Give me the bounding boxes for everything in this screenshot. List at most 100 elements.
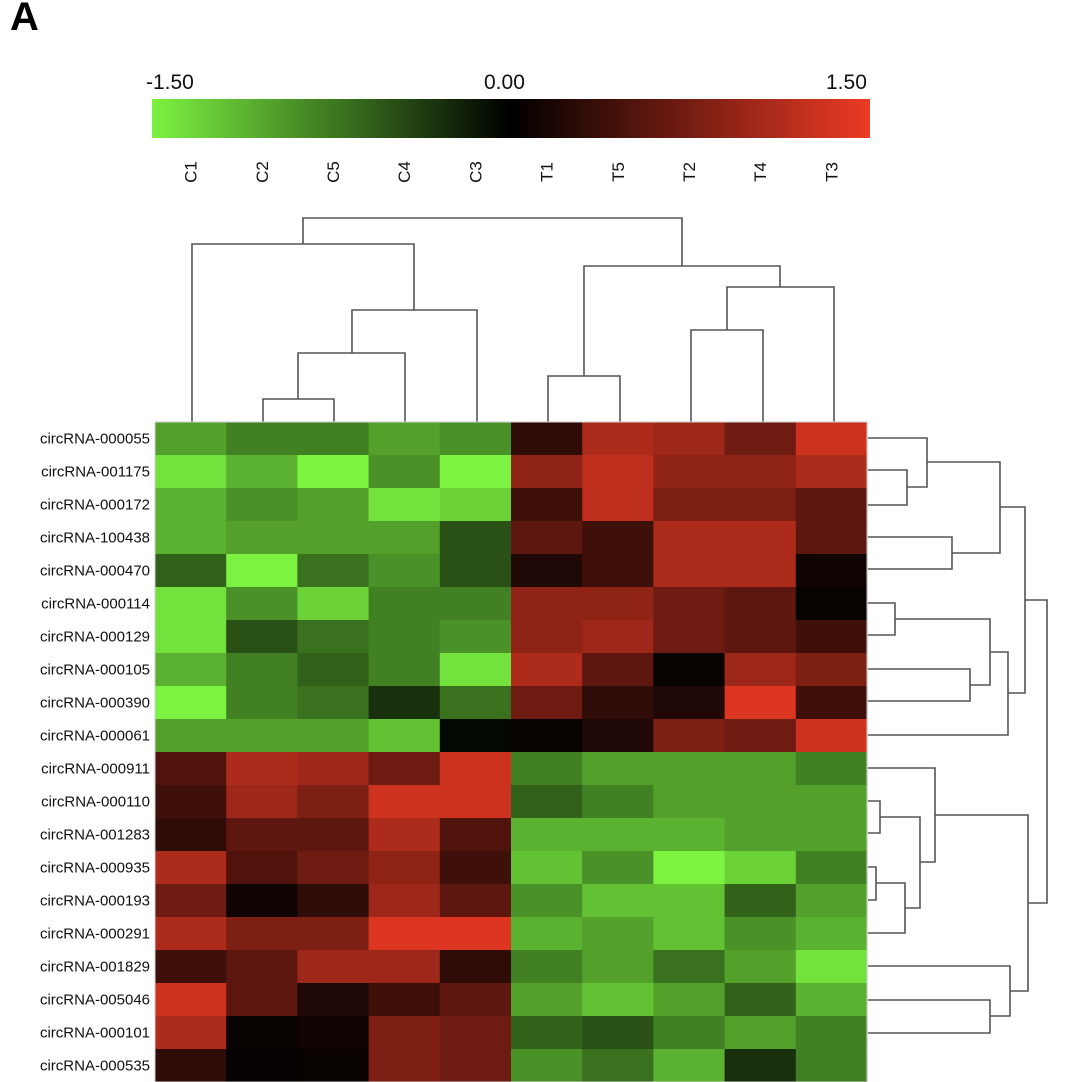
heatmap-cell: [582, 983, 654, 1017]
heatmap-cell: [368, 587, 441, 621]
column-label: T3: [822, 162, 841, 182]
heatmap-cell: [297, 455, 370, 489]
colorbar-min-label: -1.50: [146, 71, 194, 94]
col-dendrogram-t2-t4: [690, 329, 764, 422]
heatmap-cell: [653, 785, 726, 819]
row-dendrogram-a: [868, 469, 908, 506]
heatmap-cell: [511, 917, 583, 951]
heatmap-cell: [226, 1049, 298, 1082]
heatmap-cell: [155, 488, 227, 522]
heatmap-cell: [511, 488, 583, 522]
heatmap-cell: [795, 785, 868, 819]
heatmap-cell: [297, 1016, 370, 1050]
heatmap-cell: [653, 521, 726, 555]
row-label: circRNA-000061: [40, 728, 150, 745]
heatmap-cell: [795, 818, 868, 852]
heatmap-cell: [368, 851, 441, 885]
heatmap-cell: [368, 521, 441, 555]
heatmap-cell: [795, 587, 868, 621]
row-dendrogram-h: [868, 651, 1009, 736]
heatmap-cell: [155, 950, 227, 984]
colorbar: [152, 99, 870, 138]
heatmap-cell: [155, 653, 227, 687]
color-key: -1.50 0.00 1.50: [146, 71, 870, 138]
heatmap-cell: [511, 620, 583, 654]
heatmap-cell: [439, 950, 512, 984]
row-dendrogram-d: [927, 461, 1001, 554]
heatmap-cell: [155, 620, 227, 654]
heatmap-cell: [368, 1049, 441, 1082]
heatmap-cell: [439, 785, 512, 819]
heatmap-cell: [653, 884, 726, 918]
heatmap-cell: [795, 554, 868, 588]
heatmap-cell: [724, 587, 797, 621]
heatmap-cell: [155, 1049, 227, 1082]
heatmap-cell: [368, 653, 441, 687]
heatmap-cell: [582, 785, 654, 819]
heatmap-border: [154, 421, 868, 1082]
heatmap-cell: [155, 422, 227, 456]
heatmap-cell: [724, 1016, 797, 1050]
heatmap-cell: [653, 818, 726, 852]
row-label: circRNA-000193: [40, 893, 150, 910]
heatmap-cell: [439, 521, 512, 555]
heatmap-cell: [297, 620, 370, 654]
row-label: circRNA-000535: [40, 1058, 150, 1075]
heatmap-cell: [511, 422, 583, 456]
heatmap-cell: [439, 1016, 512, 1050]
heatmap-cell: [582, 455, 654, 489]
heatmap-cell: [795, 422, 868, 456]
heatmap-cell: [724, 917, 797, 951]
heatmap-cell: [155, 785, 227, 819]
row-dendrogram-n: [868, 767, 936, 863]
row-dendrogram-root: [1025, 599, 1048, 904]
heatmap-cell: [582, 917, 654, 951]
col-dendrogram-c25-c4: [297, 352, 406, 422]
heatmap-cell: [368, 554, 441, 588]
heatmap-cell: [297, 422, 370, 456]
heatmap-cell: [368, 950, 441, 984]
heatmap-cell: [226, 488, 298, 522]
row-label: circRNA-000114: [41, 596, 150, 613]
col-dendrogram-t24-t3: [726, 286, 835, 422]
heatmap-cell: [297, 686, 370, 720]
heatmap-cell: [368, 488, 441, 522]
heatmap-cell: [511, 752, 583, 786]
heatmap-cell: [368, 983, 441, 1017]
column-label: T1: [538, 162, 557, 182]
heatmap-cell: [439, 488, 512, 522]
heatmap-cell: [724, 620, 797, 654]
heatmap-cell: [155, 884, 227, 918]
heatmap-cell: [724, 521, 797, 555]
heatmap-cell: [582, 752, 654, 786]
heatmap-cell: [368, 818, 441, 852]
col-dendrogram-c254-c3: [351, 309, 478, 422]
column-label: T5: [609, 162, 628, 182]
heatmap-cell: [226, 686, 298, 720]
heatmap-cell: [439, 818, 512, 852]
heatmap-cell: [795, 686, 868, 720]
heatmap-cell: [297, 752, 370, 786]
heatmap-cell: [582, 653, 654, 687]
row-dendrogram-g: [895, 618, 991, 686]
heatmap-cell: [226, 818, 298, 852]
heatmap-cell: [724, 851, 797, 885]
heatmap-cell: [439, 1049, 512, 1082]
heatmap-cell: [368, 917, 441, 951]
heatmap-cell: [439, 752, 512, 786]
heatmap-cell: [724, 422, 797, 456]
heatmap-cell: [155, 521, 227, 555]
heatmap-cell: [795, 1049, 868, 1082]
heatmap-cell: [226, 653, 298, 687]
heatmap-cell: [653, 983, 726, 1017]
row-label: circRNA-000055: [40, 431, 150, 448]
heatmap-cell: [155, 1016, 227, 1050]
heatmap-cell: [155, 983, 227, 1017]
heatmap-cell: [653, 1049, 726, 1082]
heatmap-cell: [226, 884, 298, 918]
heatmap-cell: [724, 818, 797, 852]
column-label: T2: [680, 162, 699, 182]
heatmap-cell: [226, 851, 298, 885]
heatmap-cell: [226, 785, 298, 819]
